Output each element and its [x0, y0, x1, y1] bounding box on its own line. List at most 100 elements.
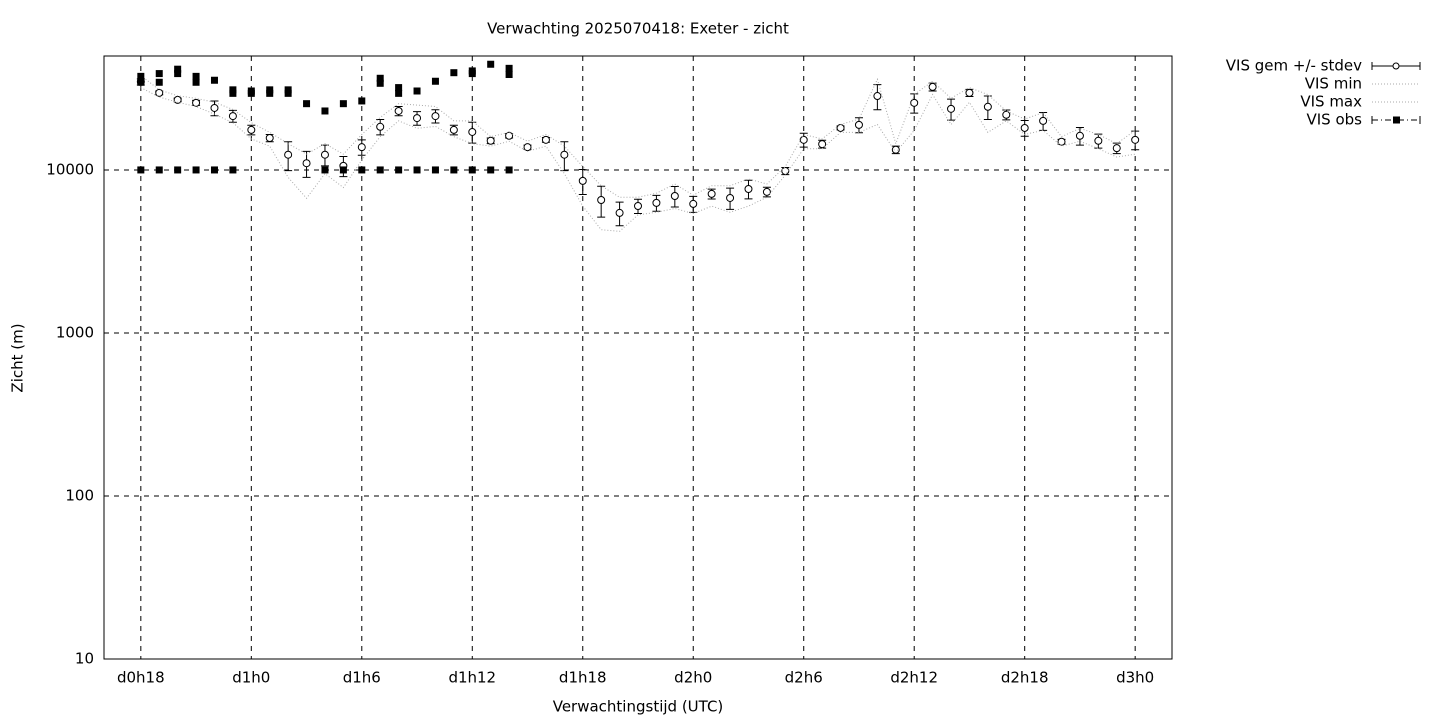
obs-point [413, 87, 421, 95]
mean-point [210, 103, 219, 112]
mean-point [1002, 110, 1011, 119]
obs-point [376, 79, 384, 87]
mean-point [284, 150, 293, 159]
mean-point [1057, 137, 1066, 146]
obs-point [155, 70, 163, 78]
legend-label: VIS max [1300, 93, 1362, 111]
obs-point [358, 97, 366, 105]
mean-point [265, 134, 274, 143]
mean-point [320, 150, 329, 159]
mean-point [560, 150, 569, 159]
obs-point [174, 70, 182, 78]
obs-point [192, 72, 200, 80]
mean-point [597, 196, 606, 205]
obs-point [376, 74, 384, 82]
mean-point [707, 189, 716, 198]
obs-point [210, 76, 218, 84]
obs-point [431, 77, 439, 85]
obs-point [284, 89, 292, 97]
mean-point [670, 192, 679, 201]
range-line [140, 75, 1136, 198]
obs-point [487, 60, 495, 68]
legend-label: VIS obs [1307, 111, 1363, 129]
x-tick-label: d1h0 [232, 669, 270, 687]
obs-point [174, 166, 182, 174]
mean-point [468, 127, 477, 136]
mean-point [228, 112, 237, 121]
obs-point [229, 89, 237, 97]
mean-point [413, 114, 422, 123]
legend-label: VIS gem +/- stdev [1226, 57, 1362, 75]
mean-point [928, 82, 937, 91]
mean-point [578, 176, 587, 185]
mean-point [302, 159, 311, 168]
obs-point [376, 166, 384, 174]
obs-point [321, 107, 329, 115]
obs-point [450, 69, 458, 77]
x-tick-label: d2h12 [890, 669, 938, 687]
mean-point [155, 88, 164, 97]
obs-point [431, 166, 439, 174]
mean-point [947, 104, 956, 113]
mean-point [1094, 136, 1103, 145]
mean-point [247, 125, 256, 134]
obs-point [192, 166, 200, 174]
mean-point [394, 106, 403, 115]
obs-point [468, 70, 476, 78]
mean-point [634, 201, 642, 210]
mean-point [192, 98, 201, 107]
obs-point [137, 78, 145, 86]
legend-symbol [1393, 116, 1400, 124]
obs-point [174, 65, 182, 73]
mean-point [965, 88, 974, 97]
range-line [140, 87, 1136, 232]
mean-point [1131, 135, 1140, 144]
mean-point [615, 208, 624, 217]
mean-point [449, 125, 458, 134]
x-tick-label: d2h6 [785, 669, 823, 687]
y-tick-label: 100 [65, 486, 94, 504]
mean-point [744, 185, 753, 194]
mean-point [505, 131, 514, 140]
x-tick-label: d1h18 [559, 669, 607, 687]
obs-point [358, 166, 366, 174]
obs-point [339, 100, 347, 108]
mean-point [689, 199, 698, 208]
obs-point [413, 166, 421, 174]
obs-point [192, 78, 200, 86]
legend-label: VIS min [1305, 75, 1362, 93]
y-tick-label: 10000 [46, 160, 94, 178]
mean-point [762, 187, 771, 196]
obs-point [505, 166, 513, 174]
obs-point [266, 89, 274, 97]
obs-point [487, 166, 495, 174]
obs-point [505, 71, 513, 79]
obs-point [155, 78, 163, 86]
plot-frame [103, 55, 1173, 660]
mean-point [173, 95, 182, 104]
legend-symbol [1392, 62, 1400, 70]
x-tick-label: d1h12 [448, 669, 496, 687]
mean-point [1039, 116, 1048, 125]
x-tick-label: d1h6 [343, 669, 381, 687]
mean-point [873, 92, 882, 101]
mean-point [431, 112, 440, 121]
obs-point [210, 166, 218, 174]
obs-point [137, 166, 145, 174]
chart-title: Verwachting 2025070418: Exeter - zicht [487, 20, 789, 38]
obs-point [395, 166, 403, 174]
y-tick-label: 10 [75, 650, 94, 668]
obs-point [284, 86, 292, 94]
y-tick-label: 1000 [56, 323, 94, 341]
mean-point [486, 136, 495, 145]
mean-point [818, 140, 827, 149]
mean-point [523, 143, 532, 152]
mean-point [781, 166, 790, 175]
x-tick-label: d3h0 [1116, 669, 1154, 687]
mean-point [541, 135, 550, 144]
x-tick-label: d2h18 [1001, 669, 1049, 687]
obs-point [395, 89, 403, 97]
legend-symbol [1371, 116, 1421, 124]
mean-point [726, 193, 735, 202]
